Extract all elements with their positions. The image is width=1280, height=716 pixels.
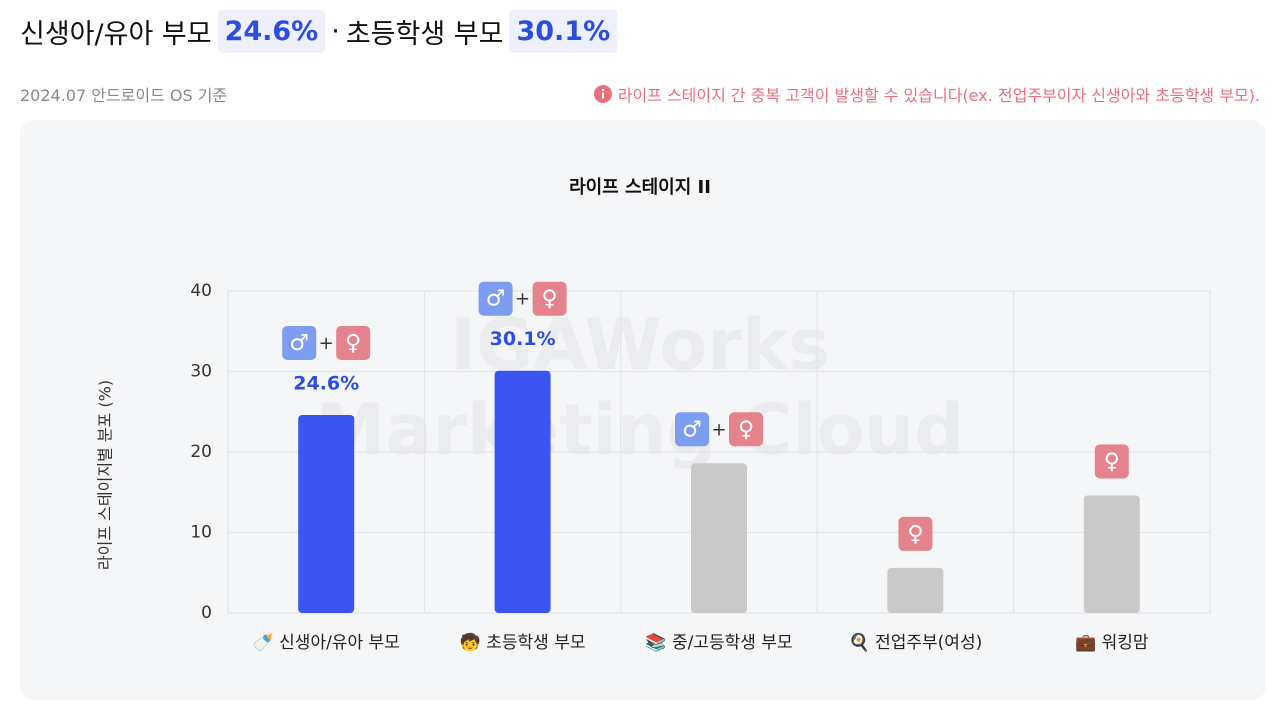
- x-tick-label: 📚 중/고등학생 부모: [645, 633, 792, 653]
- y-tick-label: 20: [190, 442, 212, 462]
- y-tick-label: 10: [190, 523, 212, 543]
- gender-icon: ♀: [542, 287, 558, 312]
- bar: [887, 567, 944, 613]
- x-tick-label: 💼 워킹맘: [1075, 633, 1149, 653]
- gender-icon: ♂: [682, 417, 702, 442]
- notice-text: 라이프 스테이지 간 중복 고객이 발생할 수 있습니다(ex. 전업주부이자 …: [617, 86, 1260, 105]
- gender-plus: +: [711, 419, 726, 440]
- bar: [691, 463, 747, 613]
- subtitle: 2024.07 안드로이드 OS 기준: [20, 86, 228, 105]
- info-icon: [593, 85, 612, 103]
- gender-icon-box: [675, 412, 709, 447]
- notice: 라이프 스테이지 간 중복 고객이 발생할 수 있습니다(ex. 전업주부이자 …: [593, 82, 1260, 106]
- title-highlight: 24.6%: [217, 10, 326, 53]
- gender-icon: ♀: [907, 522, 923, 547]
- gender-icon-box: [478, 281, 513, 316]
- y-axis-label: 라이프 스테이지별 분포 (%): [96, 380, 115, 570]
- y-tick-label: 40: [190, 281, 212, 301]
- gender-icon-box: [1094, 444, 1129, 479]
- x-tick-label: 🧒 초등학생 부모: [460, 632, 586, 653]
- y-tick-label: 0: [201, 603, 212, 623]
- title-separator: ·: [331, 16, 340, 47]
- gender-icon-box: [282, 325, 317, 360]
- y-tick-label: 30: [190, 362, 212, 382]
- gender-icon-box: [898, 516, 933, 551]
- gender-plus: +: [319, 333, 334, 354]
- gender-icon-box: [532, 281, 567, 316]
- gender-icon: ♀: [738, 417, 754, 442]
- gender-icon: ♂: [289, 331, 309, 356]
- bar: [298, 414, 355, 613]
- gender-plus: +: [515, 289, 530, 310]
- gender-icon: ♂: [486, 287, 506, 312]
- gender-icon: ♀: [345, 331, 361, 356]
- watermark: Marketing Cloud: [316, 389, 965, 471]
- bar: [1083, 495, 1140, 613]
- bar: [494, 370, 551, 613]
- title-highlight: 30.1%: [509, 10, 618, 53]
- x-tick-label: 🍳 전업주부(여성): [849, 632, 983, 653]
- x-tick-label: 🍼 신생아/유아 부모: [253, 632, 400, 653]
- header: 신생아/유아 부모 24.6% · 초등학생 부모 30.1%: [20, 10, 618, 53]
- gender-icon-box: [729, 412, 763, 447]
- title-text: 신생아/유아 부모: [20, 19, 212, 50]
- title-text: 초등학생 부모: [345, 19, 504, 50]
- gender-icon-box: [336, 325, 371, 360]
- value-label: 30.1%: [490, 328, 556, 350]
- gender-icon: ♀: [1104, 449, 1120, 474]
- value-label: 24.6%: [293, 372, 359, 394]
- chart-title: 라이프 스테이지 II: [569, 177, 711, 198]
